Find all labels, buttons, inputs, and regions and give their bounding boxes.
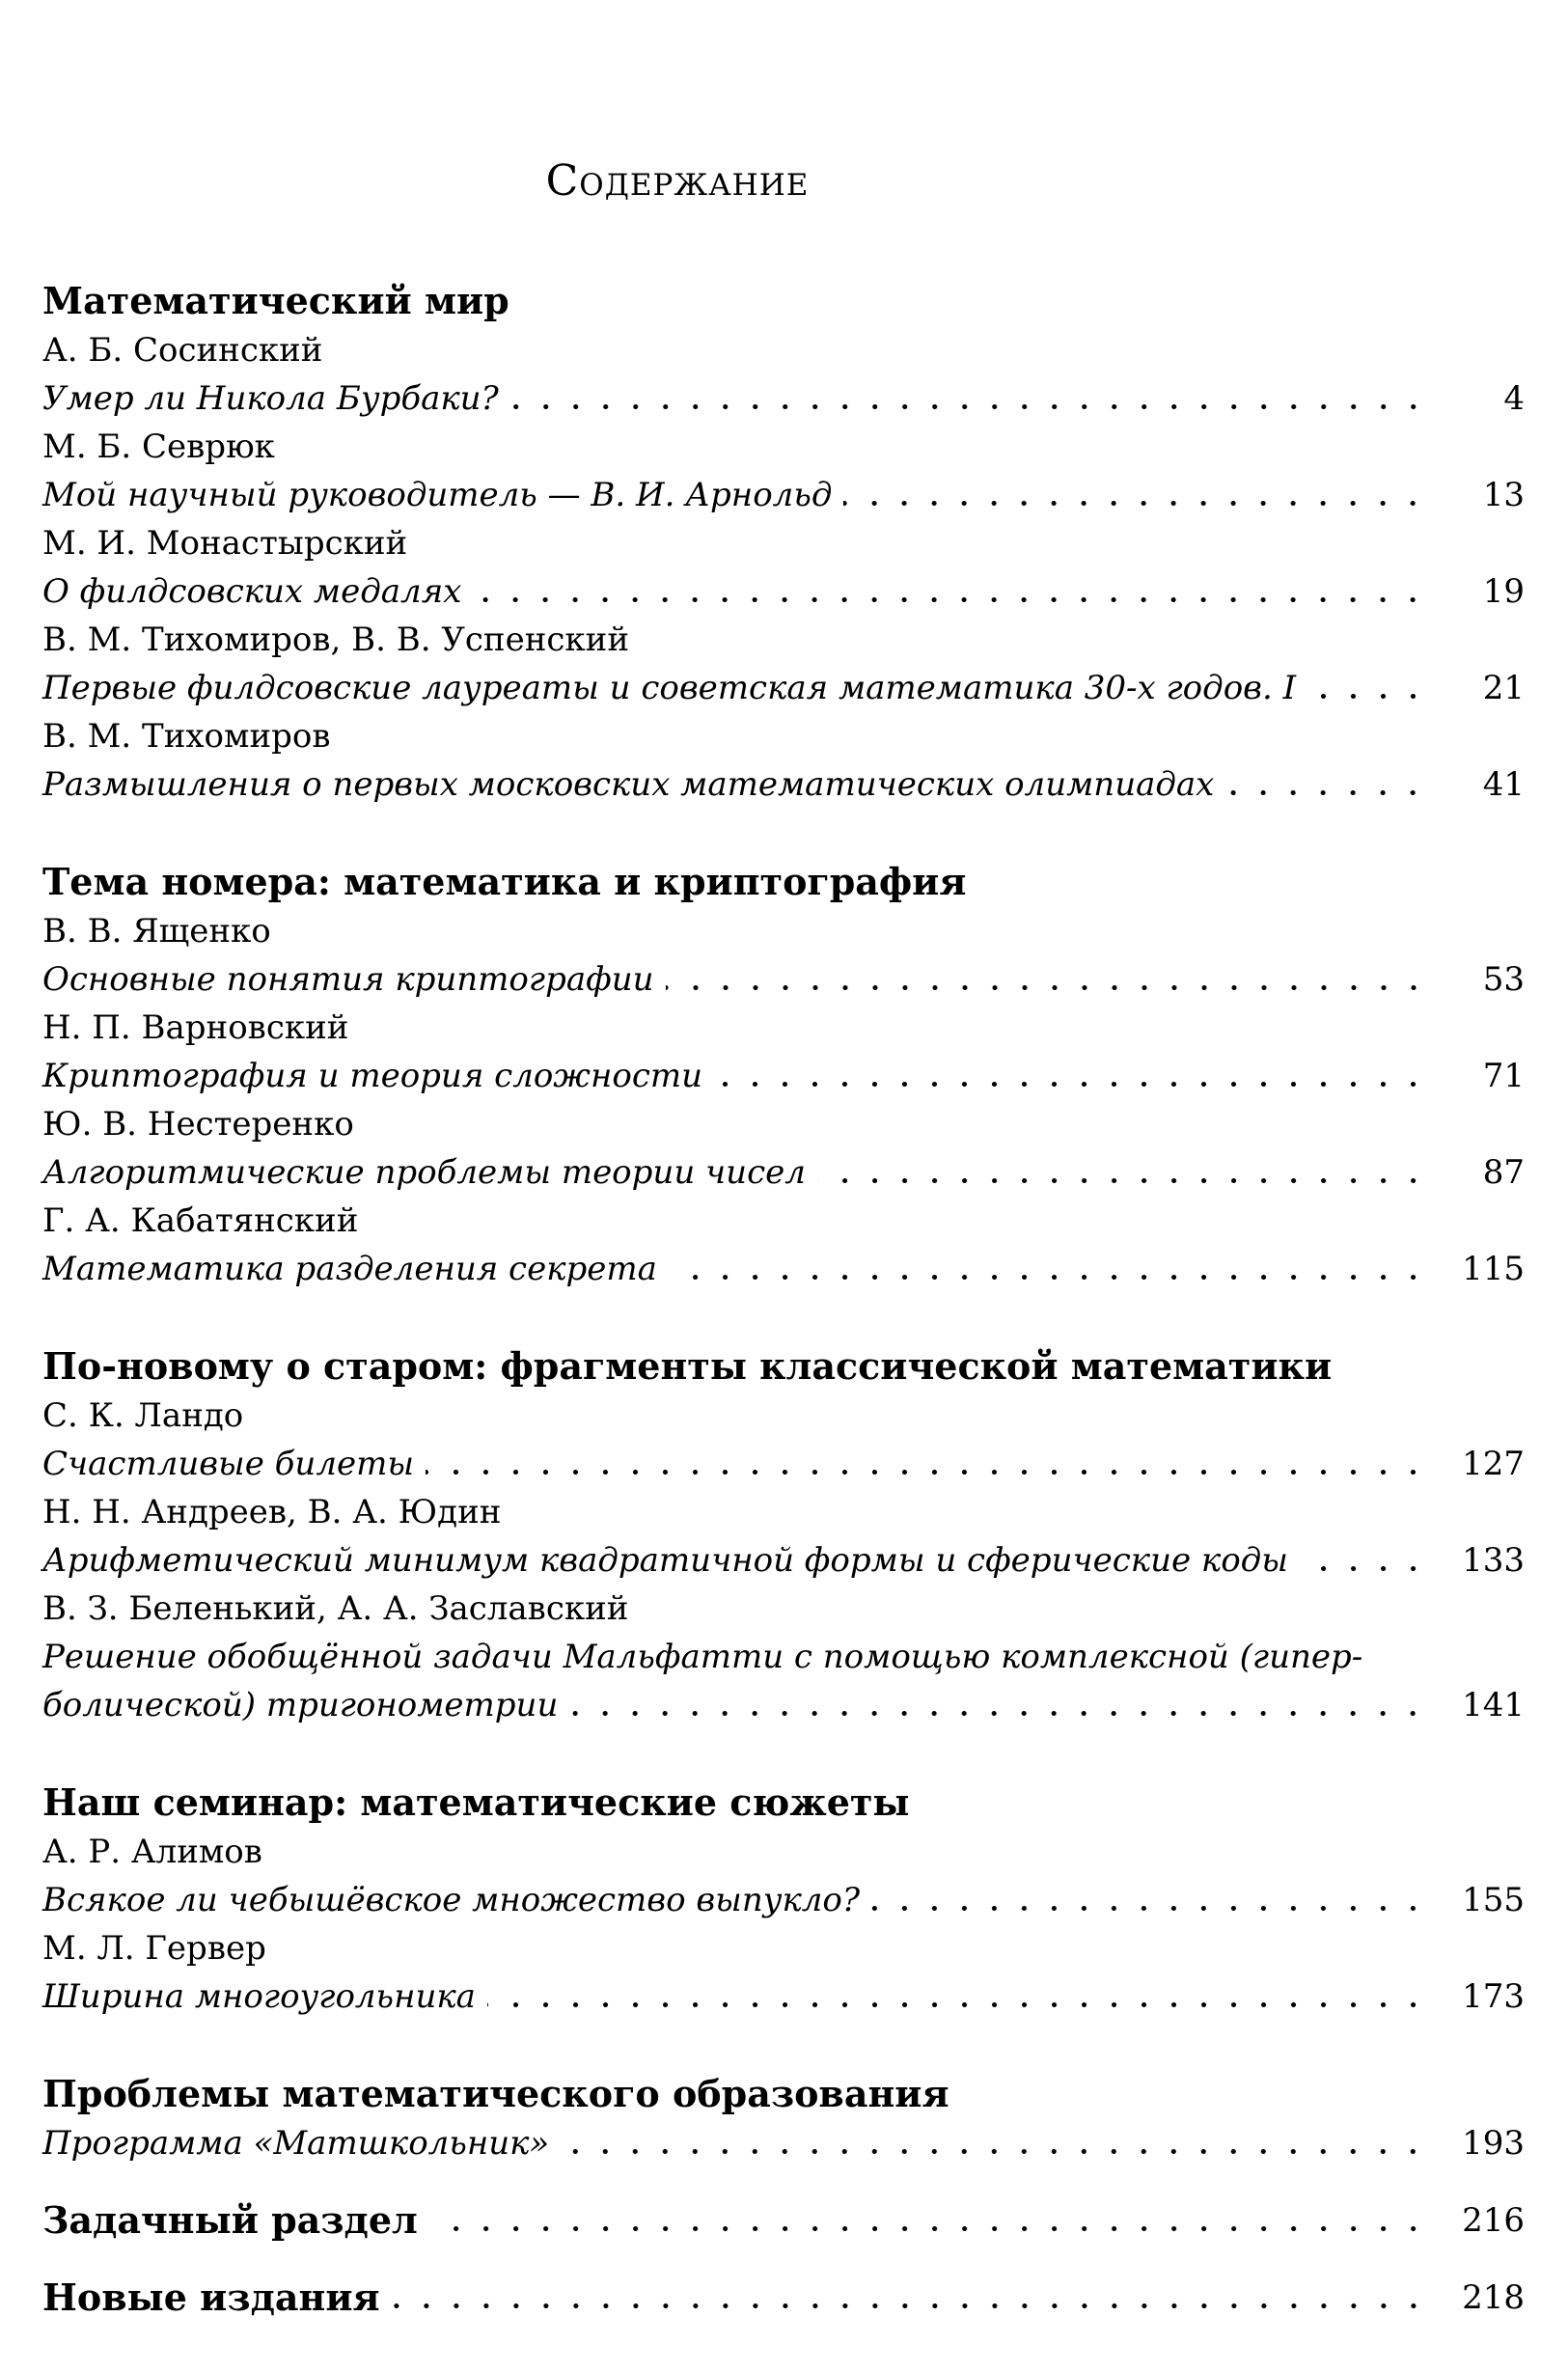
toc-entry: Н. Н. Андреев, В. А. Юдин Арифметический… — [42, 1488, 1525, 1585]
entry-page-number: 19 — [1482, 572, 1525, 611]
entry-page-number: 141 — [1462, 1686, 1525, 1724]
entry-title-line-1: Решение обобщённой задачи Мальфатти с по… — [42, 1638, 1363, 1676]
entry-page-number: 87 — [1482, 1153, 1525, 1192]
dot-leader — [816, 1177, 1440, 1184]
toc-entry: А. Р. Алимов Всякое ли чебышёвское множе… — [42, 1828, 1525, 1924]
entry-title: Первые филдсовские лауреаты и советская … — [42, 669, 1297, 707]
toc-heading-entry-zadachny-razdel: Задачный раздел 216 — [42, 2196, 1525, 2245]
toc-entry: В. М. Тихомиров Размышления о первых мос… — [42, 712, 1525, 809]
entry-page-number: 21 — [1482, 669, 1525, 707]
entry-title: Счастливые билеты — [42, 1445, 415, 1483]
entry-title: Основные понятия криптографии — [42, 960, 654, 999]
toc-section-po-novomu-o-starom: По-новому о старом: фрагменты классическ… — [42, 1341, 1525, 1729]
entry-page-number: 173 — [1462, 1977, 1525, 2016]
entry-author: Н. Н. Андреев, В. А. Юдин — [42, 1493, 502, 1531]
entry-title: Мой научный руководитель — В. И. Арнольд — [42, 476, 833, 514]
dot-leader — [473, 596, 1440, 603]
toc-heading-entry-novye-izdaniya: Новые издания 218 — [42, 2274, 1525, 2322]
toc-entry: В. В. Ященко Основные понятия криптограф… — [42, 907, 1525, 1004]
toc-entry: Программа «Матшкольник» 193 — [42, 2119, 1525, 2167]
dot-leader — [391, 2303, 1440, 2309]
dot-leader — [665, 984, 1440, 991]
section-heading: По-новому о старом: фрагменты классическ… — [42, 1344, 1333, 1388]
entry-page-number: 127 — [1462, 1445, 1525, 1483]
dot-leader — [1225, 789, 1440, 796]
entry-page-number: 53 — [1482, 960, 1525, 999]
entry-page-number: 41 — [1482, 765, 1525, 804]
entry-page-number: 115 — [1462, 1250, 1525, 1288]
entry-author: Ю. В. Нестеренко — [42, 1105, 354, 1144]
entry-title: Ширина многоугольника — [42, 1977, 476, 2016]
toc-entry: М. Б. Севрюк Мой научный руководитель — … — [42, 423, 1525, 519]
dot-leader — [1307, 693, 1440, 700]
entry-page-number: 193 — [1462, 2124, 1525, 2163]
dot-leader — [561, 2148, 1440, 2155]
entry-author: Г. А. Кабатянский — [42, 1201, 359, 1240]
entry-author: М. Б. Севрюк — [42, 428, 275, 466]
toc-entry: Н. П. Варновский Криптография и теория с… — [42, 1004, 1525, 1100]
toc-section-kriptografiya: Тема номера: математика и криптография В… — [42, 857, 1525, 1293]
section-heading: Проблемы математического образования — [42, 2072, 949, 2115]
toc-entry: Г. А. Кабатянский Математика разделения … — [42, 1197, 1525, 1293]
entry-title: Математика разделения секрета — [42, 1250, 657, 1288]
entry-title: Умер ли Никола Бурбаки? — [42, 379, 499, 418]
toc-entry: М. И. Монастырский О филдсовских медалях… — [42, 519, 1525, 616]
entry-page-number: 155 — [1462, 1881, 1525, 1919]
entry-title: Арифметический минимум квадратичной форм… — [42, 1541, 1288, 1580]
dot-leader — [843, 500, 1440, 507]
entry-title: Размышления о первых московских математи… — [42, 765, 1215, 804]
toc-section-nash-seminar: Наш семинар: математические сюжеты А. Р.… — [42, 1778, 1525, 2021]
toc-section-matematicheskiy-mir: Математический мир А. Б. Сосинский Умер … — [42, 276, 1525, 809]
dot-leader — [486, 2001, 1440, 2008]
entry-author: А. Р. Алимов — [42, 1833, 262, 1871]
dot-leader — [714, 1081, 1440, 1088]
entry-author: В. М. Тихомиров, В. В. Успенский — [42, 621, 629, 659]
section-heading: Тема номера: математика и криптография — [42, 860, 967, 903]
dot-leader — [428, 2225, 1440, 2232]
entry-author: Н. П. Варновский — [42, 1008, 349, 1047]
entry-author: С. К. Ландо — [42, 1396, 244, 1435]
entry-page-number: 71 — [1482, 1057, 1525, 1095]
entry-author: М. И. Монастырский — [42, 524, 408, 563]
section-heading: Наш семинар: математические сюжеты — [42, 1780, 910, 1824]
section-heading: Математический мир — [42, 279, 509, 322]
entry-title: Алгоритмические проблемы теории чисел — [42, 1153, 806, 1192]
entry-title: О филдсовских медалях — [42, 572, 462, 611]
toc-entry: В. З. Беленький, А. А. Заславский Решени… — [42, 1585, 1525, 1729]
dot-leader — [509, 403, 1440, 410]
dot-leader — [871, 1905, 1440, 1912]
heading-entry-label: Задачный раздел — [42, 2198, 418, 2242]
toc-entry: В. М. Тихомиров, В. В. Успенский Первые … — [42, 616, 1525, 712]
entry-page-number: 216 — [1462, 2201, 1525, 2240]
entry-author: М. Л. Гервер — [42, 1929, 266, 1968]
entry-page-number: 4 — [1503, 379, 1525, 418]
page-title: Содержание — [545, 156, 810, 206]
dot-leader — [1299, 1565, 1440, 1572]
entry-page-number: 133 — [1462, 1541, 1525, 1580]
entry-title: Криптография и теория сложности — [42, 1057, 703, 1095]
entry-title: Всякое ли чебышёвское множество выпукло? — [42, 1881, 861, 1919]
entry-title: Программа «Матшкольник» — [42, 2124, 550, 2163]
heading-entry-label: Новые издания — [42, 2275, 380, 2319]
entry-author: В. З. Беленький, А. А. Заславский — [42, 1589, 629, 1628]
dot-leader — [668, 1274, 1440, 1281]
toc-entry: Ю. В. Нестеренко Алгоритмические проблем… — [42, 1100, 1525, 1197]
toc-entry: С. К. Ландо Счастливые билеты 127 — [42, 1392, 1525, 1488]
entry-page-number: 218 — [1462, 2278, 1525, 2317]
entry-author: В. В. Ященко — [42, 912, 271, 951]
toc-entry: М. Л. Гервер Ширина многоугольника 173 — [42, 1924, 1525, 2021]
entry-title-line-2: болической) тригонометрии — [42, 1686, 559, 1724]
toc-section-problemy-obrazovaniya: Проблемы математического образования Про… — [42, 2069, 1525, 2167]
toc-entry: А. Б. Сосинский Умер ли Никола Бурбаки? … — [42, 326, 1525, 423]
entry-page-number: 13 — [1482, 476, 1525, 514]
entry-author: А. Б. Сосинский — [42, 331, 323, 370]
dot-leader — [569, 1710, 1440, 1717]
entry-author: В. М. Тихомиров — [42, 717, 331, 756]
dot-leader — [426, 1469, 1440, 1476]
